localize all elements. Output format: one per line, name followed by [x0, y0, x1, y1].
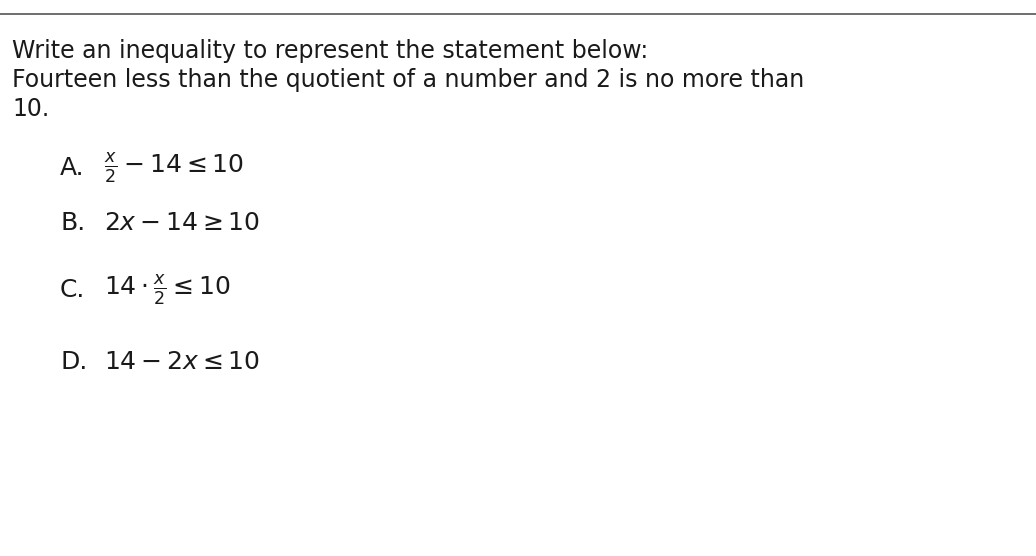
Text: $14 - 2x \leq 10$: $14 - 2x \leq 10$ — [104, 350, 260, 374]
Text: 10.: 10. — [12, 97, 50, 121]
Text: B.: B. — [60, 211, 85, 235]
Text: $\frac{x}{2} - 14 \leq 10$: $\frac{x}{2} - 14 \leq 10$ — [104, 150, 243, 185]
Text: Fourteen less than the quotient of a number and 2 is no more than: Fourteen less than the quotient of a num… — [12, 68, 805, 92]
Text: $14 \cdot \frac{x}{2} \leq 10$: $14 \cdot \frac{x}{2} \leq 10$ — [104, 272, 230, 307]
Text: C.: C. — [60, 278, 85, 302]
Text: A.: A. — [60, 156, 85, 180]
Text: $2x - 14 \geq 10$: $2x - 14 \geq 10$ — [104, 211, 260, 235]
Text: Write an inequality to represent the statement below:: Write an inequality to represent the sta… — [12, 39, 649, 63]
Text: D.: D. — [60, 350, 87, 374]
